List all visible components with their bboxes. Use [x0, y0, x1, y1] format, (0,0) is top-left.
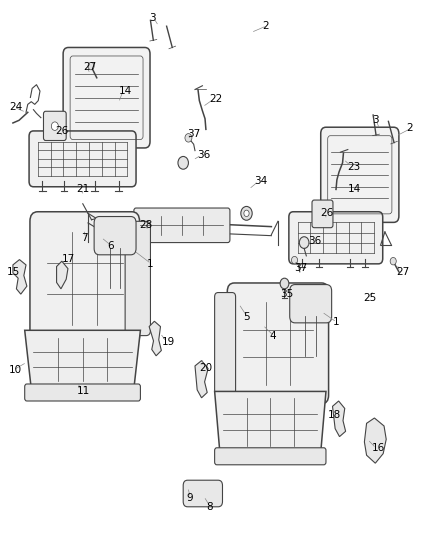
Text: 1: 1 [332, 317, 339, 327]
Text: 10: 10 [9, 365, 21, 375]
Circle shape [241, 206, 252, 220]
Circle shape [185, 134, 192, 142]
Text: 26: 26 [321, 208, 334, 219]
FancyBboxPatch shape [183, 480, 223, 507]
Text: 27: 27 [396, 267, 409, 277]
FancyBboxPatch shape [215, 448, 326, 465]
Text: 18: 18 [328, 410, 341, 421]
Text: 11: 11 [77, 386, 90, 397]
Text: 2: 2 [407, 123, 413, 133]
Text: 27: 27 [83, 62, 96, 72]
Polygon shape [25, 330, 141, 389]
Polygon shape [13, 260, 27, 294]
FancyBboxPatch shape [227, 283, 328, 403]
Text: 2: 2 [263, 21, 269, 31]
Text: 8: 8 [206, 502, 212, 512]
Circle shape [88, 62, 94, 70]
Text: 1: 1 [147, 259, 154, 269]
Text: 36: 36 [308, 236, 322, 246]
FancyBboxPatch shape [134, 208, 230, 243]
FancyBboxPatch shape [289, 212, 383, 264]
Circle shape [280, 278, 289, 289]
FancyBboxPatch shape [30, 212, 140, 345]
Text: 4: 4 [269, 330, 276, 341]
Text: 37: 37 [294, 263, 307, 272]
Text: 15: 15 [7, 267, 21, 277]
Circle shape [123, 223, 132, 233]
Text: 5: 5 [243, 312, 250, 322]
Text: 22: 22 [209, 94, 223, 104]
Text: 6: 6 [108, 241, 114, 251]
FancyBboxPatch shape [43, 111, 66, 141]
FancyBboxPatch shape [321, 127, 399, 222]
Text: 14: 14 [348, 184, 361, 195]
Text: 36: 36 [197, 150, 210, 160]
FancyBboxPatch shape [215, 293, 236, 394]
Polygon shape [149, 321, 161, 356]
Text: 20: 20 [199, 362, 212, 373]
Polygon shape [57, 261, 68, 289]
FancyBboxPatch shape [25, 384, 141, 401]
FancyBboxPatch shape [290, 285, 332, 323]
Text: 21: 21 [76, 184, 89, 195]
FancyBboxPatch shape [29, 131, 136, 187]
Text: 17: 17 [62, 254, 75, 263]
Polygon shape [195, 361, 208, 398]
Text: 35: 35 [280, 289, 293, 299]
FancyBboxPatch shape [63, 47, 150, 148]
Circle shape [390, 257, 396, 265]
Text: 7: 7 [81, 233, 88, 244]
Text: 19: 19 [162, 337, 176, 347]
Text: 16: 16 [372, 443, 385, 453]
Text: 24: 24 [10, 102, 23, 112]
Circle shape [291, 256, 297, 264]
Polygon shape [364, 418, 386, 463]
Polygon shape [215, 391, 326, 453]
Circle shape [299, 237, 309, 248]
Text: 14: 14 [119, 86, 132, 96]
FancyBboxPatch shape [312, 200, 333, 228]
Polygon shape [332, 401, 346, 437]
Text: 28: 28 [140, 220, 153, 230]
Text: 34: 34 [254, 176, 267, 187]
FancyBboxPatch shape [125, 221, 150, 336]
Text: 37: 37 [187, 128, 201, 139]
Circle shape [51, 122, 58, 131]
Text: 26: 26 [55, 126, 68, 136]
FancyBboxPatch shape [94, 216, 136, 255]
Circle shape [178, 157, 188, 169]
Text: 25: 25 [363, 293, 376, 303]
Text: 3: 3 [149, 13, 156, 23]
Text: 3: 3 [372, 115, 378, 125]
Text: 9: 9 [186, 492, 193, 503]
Text: 23: 23 [347, 161, 360, 172]
Circle shape [244, 210, 249, 216]
